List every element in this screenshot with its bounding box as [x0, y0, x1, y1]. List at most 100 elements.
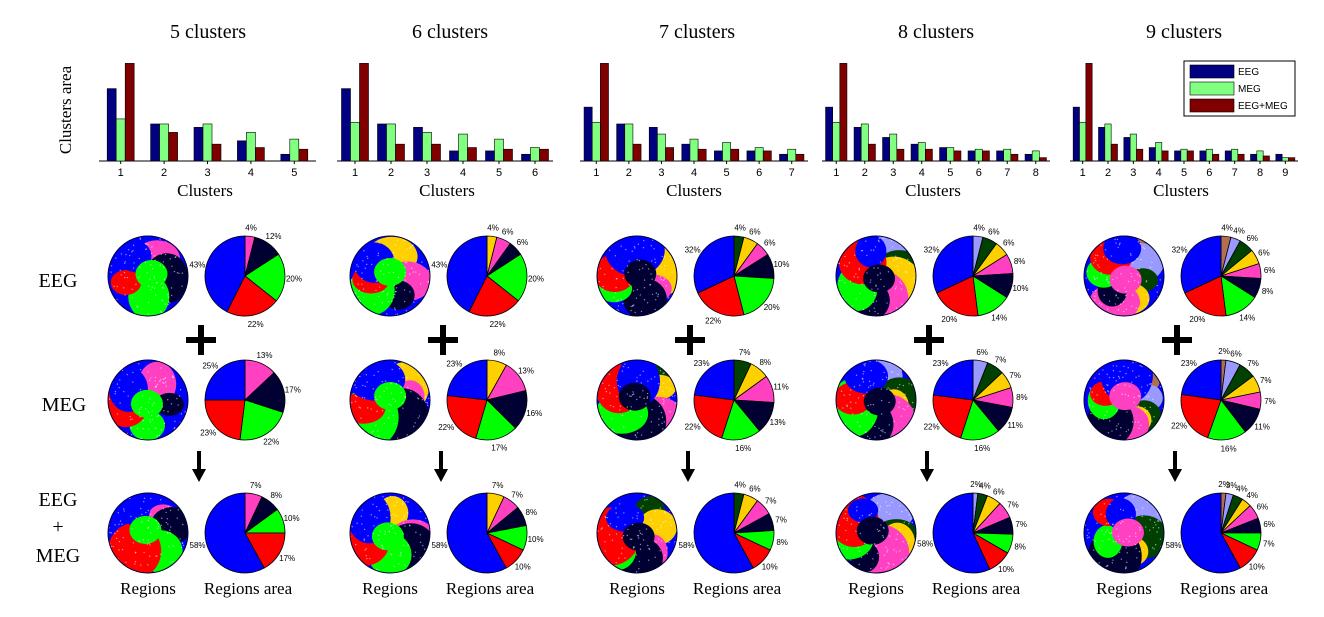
- brain-dot: [139, 416, 141, 418]
- brain-dot: [883, 371, 885, 374]
- brain-dot: [421, 544, 424, 547]
- brain-dot: [417, 397, 419, 399]
- brain-dot: [124, 276, 126, 279]
- brain-dot: [171, 265, 173, 268]
- pie-label: 4%: [734, 480, 746, 489]
- brain-dot: [1102, 540, 1104, 542]
- brain-dot: [620, 298, 622, 300]
- pie-label: 4%: [1233, 226, 1245, 235]
- brain-dot: [167, 399, 169, 401]
- regions-label: Regions: [362, 579, 418, 598]
- brain-dot: [1110, 532, 1113, 534]
- brain-dot: [628, 260, 630, 262]
- brain-dot: [168, 545, 170, 548]
- brain-dot: [850, 523, 853, 525]
- brain-dot: [402, 256, 404, 259]
- bar-meg-7: [787, 148, 797, 162]
- brain-dot: [1116, 238, 1119, 241]
- bar-eeg-meg-3: [211, 143, 222, 162]
- brain-dot: [1088, 532, 1090, 534]
- regions-area-label: Regions area: [204, 579, 293, 598]
- brain-dot: [1147, 395, 1150, 398]
- brain-dot: [1151, 547, 1154, 549]
- brain-dot: [668, 390, 671, 392]
- pie-label: 22%: [248, 320, 264, 329]
- brain-dot: [148, 379, 151, 381]
- brain-dot: [1113, 389, 1115, 392]
- brain-dot: [645, 528, 648, 530]
- brain-dot: [651, 408, 653, 411]
- pie-label: 8%: [759, 358, 771, 367]
- brain-dot: [646, 392, 649, 395]
- brain-dot: [882, 430, 884, 433]
- brain-dot: [871, 543, 873, 546]
- pie-slice: [204, 359, 246, 401]
- brain-dot: [373, 496, 376, 498]
- pie-slice: [1184, 275, 1227, 317]
- brain-dot: [383, 273, 385, 276]
- brain-dot: [361, 283, 363, 285]
- brain-dot: [908, 263, 910, 265]
- bar-meg-7: [1231, 148, 1239, 162]
- brain-dot: [150, 414, 153, 417]
- brain-dot: [643, 279, 646, 281]
- brain-combined: [596, 492, 678, 574]
- brain-dot: [355, 543, 357, 546]
- brain-dot: [1127, 429, 1130, 431]
- brain-dot: [355, 395, 358, 398]
- brain-dot: [886, 302, 888, 304]
- brain-dot: [1149, 406, 1151, 409]
- brain-dot: [402, 376, 404, 379]
- brain-dot: [360, 417, 362, 419]
- brain-dot: [383, 422, 385, 425]
- brain-dot: [1142, 246, 1144, 249]
- brain-dot: [148, 555, 151, 557]
- brain-dot: [375, 289, 377, 292]
- brain-dot: [170, 287, 173, 289]
- brain-dot: [406, 261, 408, 263]
- brain-dot: [372, 388, 374, 390]
- brain-dot: [391, 368, 393, 371]
- pie-label: 32%: [685, 246, 701, 255]
- pie-label: 10%: [773, 260, 789, 269]
- brain-dot: [838, 279, 841, 282]
- brain-dot: [621, 547, 623, 549]
- brain-dot: [169, 509, 172, 512]
- brain-dot: [1133, 279, 1136, 282]
- brain-dot: [658, 405, 661, 408]
- brain-dot: [620, 552, 623, 555]
- brain-dot: [1085, 277, 1087, 279]
- brain-dot: [844, 513, 847, 515]
- brain-dot: [387, 300, 390, 303]
- brain-dot: [664, 278, 666, 280]
- brain-dot: [660, 411, 663, 414]
- bar-eeg-meg-5: [730, 148, 740, 162]
- pie-label: 20%: [286, 274, 302, 283]
- brain-dot: [363, 397, 366, 399]
- brain-dot: [639, 294, 642, 296]
- brain-dot: [661, 422, 663, 425]
- brain-dot: [648, 548, 651, 551]
- bar-meg-8: [1031, 150, 1040, 162]
- pie-label: 10%: [284, 514, 300, 523]
- brain-dot: [1095, 254, 1097, 257]
- brain-dot: [1145, 526, 1147, 528]
- brain-region: [130, 389, 163, 418]
- brain-outline: [1083, 492, 1165, 574]
- brain-dot: [601, 416, 603, 418]
- brain-dot: [654, 308, 656, 311]
- brain-dot: [1106, 258, 1109, 260]
- brain-dot: [648, 559, 650, 561]
- brain-dot: [1125, 294, 1128, 296]
- brain-dot: [628, 284, 630, 286]
- brain-dot: [611, 539, 614, 541]
- brain-dot: [367, 535, 369, 537]
- brain-dot: [604, 273, 606, 276]
- brain-dot: [651, 293, 654, 296]
- brain-dot: [874, 246, 877, 248]
- brain-dot: [857, 276, 859, 278]
- pie-label: 23%: [446, 359, 462, 368]
- brain-dot: [643, 495, 645, 497]
- pie-slice: [244, 372, 286, 413]
- brain-dot: [1116, 425, 1118, 427]
